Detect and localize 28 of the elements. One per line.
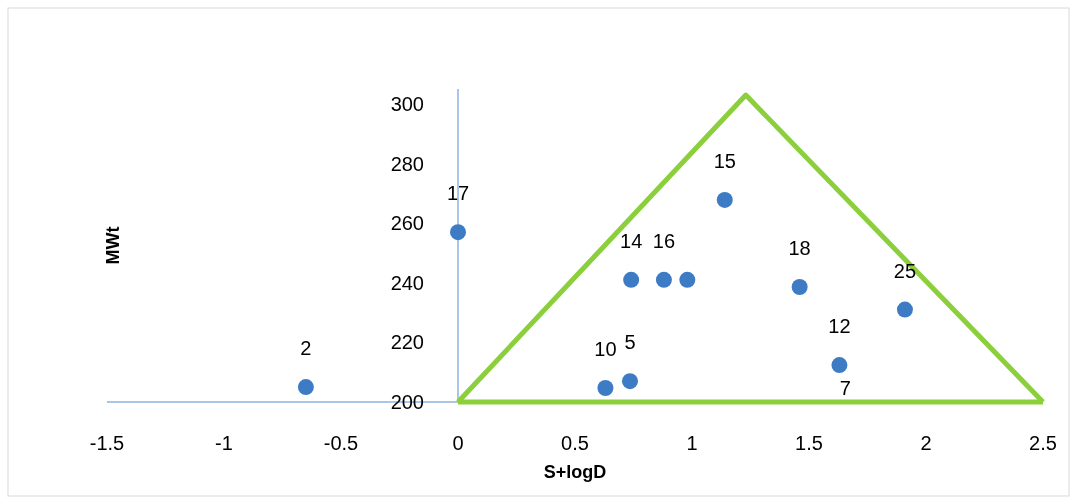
y-tick-label: 200	[390, 391, 424, 413]
annotation: 16	[652, 229, 676, 252]
y-tick-label: 300	[390, 93, 424, 115]
x-tick-label: 0	[452, 432, 464, 454]
annotation: 7	[839, 377, 851, 400]
x-tick-label: -1.5	[89, 432, 125, 454]
annotation: 10	[594, 337, 617, 360]
annotation: 5	[624, 331, 636, 354]
x-tick-label: 2	[920, 432, 932, 454]
x-tick-label: 1.5	[795, 432, 823, 454]
y-tick-label: 280	[390, 152, 424, 175]
x-tick-label: 2.5	[1029, 432, 1057, 454]
y-axis-title: MWt	[103, 226, 123, 265]
x-tick-label: 0.5	[561, 432, 589, 454]
y-tick-label: 240	[390, 271, 424, 294]
annotation: 14	[620, 229, 643, 252]
annotation: 25	[893, 259, 917, 282]
x-tick-label: -1	[215, 432, 233, 454]
annotation: 18	[788, 236, 811, 259]
annotation: 2	[300, 337, 312, 360]
x-tick-label: -0.5	[323, 432, 359, 454]
y-tick-label: 220	[390, 331, 424, 354]
annotation: 12	[828, 315, 851, 338]
annotation: 15	[713, 149, 736, 172]
x-axis-title: S+logD	[543, 462, 607, 482]
annotation: 17	[446, 182, 470, 205]
y-tick-label: 260	[390, 212, 424, 235]
x-tick-label: 1	[686, 432, 698, 454]
